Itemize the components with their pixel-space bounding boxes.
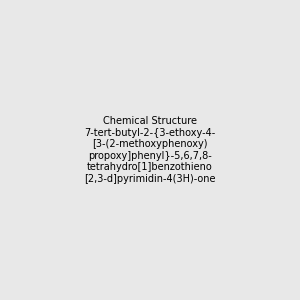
Text: Chemical Structure
7-tert-butyl-2-{3-ethoxy-4-
[3-(2-methoxyphenoxy)
propoxy]phe: Chemical Structure 7-tert-butyl-2-{3-eth… <box>84 116 216 184</box>
